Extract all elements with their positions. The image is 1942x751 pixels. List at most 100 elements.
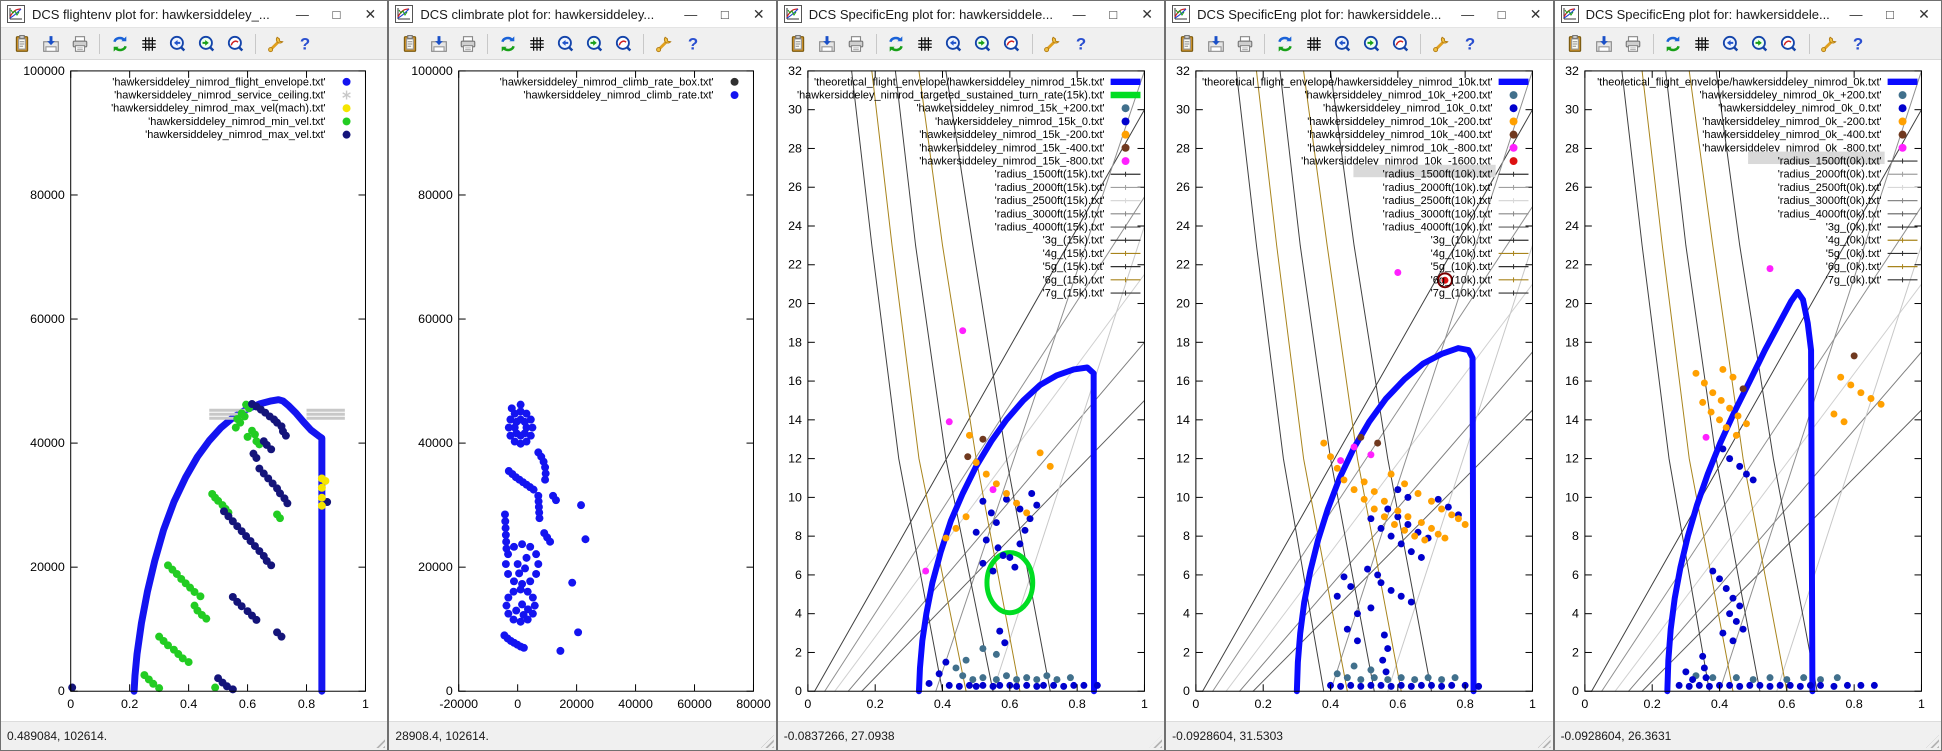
help-icon[interactable]: ? <box>1067 31 1096 57</box>
close-button[interactable]: ✕ <box>1907 2 1941 26</box>
save-icon[interactable] <box>1590 31 1619 57</box>
series-15k_0 <box>1016 506 1023 513</box>
series-0k_-200 <box>1830 411 1837 418</box>
save-icon[interactable] <box>813 31 842 57</box>
copy-icon[interactable] <box>7 31 36 57</box>
copy-icon[interactable] <box>1172 31 1201 57</box>
gnuplot-app-icon <box>395 5 413 23</box>
series-10k_+200 <box>1384 676 1391 683</box>
plot-canvas[interactable]: -200000200004000060000800000200004000060… <box>389 60 775 721</box>
options-icon[interactable] <box>1815 31 1844 57</box>
x-tick-label: 1 <box>1529 697 1536 711</box>
zoom-previous-icon[interactable] <box>940 31 969 57</box>
series-15k_0 <box>1028 490 1035 497</box>
help-icon[interactable]: ? <box>678 31 707 57</box>
options-icon[interactable] <box>649 31 678 57</box>
copy-icon[interactable] <box>395 31 424 57</box>
close-button[interactable]: ✕ <box>1130 2 1164 26</box>
options-icon[interactable] <box>261 31 290 57</box>
grid-icon[interactable] <box>522 31 551 57</box>
series-radius_2500ft <box>1226 284 1532 691</box>
refresh-icon[interactable] <box>1270 31 1299 57</box>
grid-icon[interactable] <box>134 31 163 57</box>
help-icon[interactable]: ? <box>1844 31 1873 57</box>
zoom-icon[interactable] <box>609 31 638 57</box>
minimize-button[interactable]: — <box>285 2 319 26</box>
save-icon[interactable] <box>36 31 65 57</box>
zoom-icon[interactable] <box>1386 31 1415 57</box>
plot-canvas[interactable]: 00.20.40.60.8102468101214161820222426283… <box>1555 60 1941 721</box>
zoom-previous-icon[interactable] <box>551 31 580 57</box>
save-icon[interactable] <box>1201 31 1230 57</box>
grid-icon[interactable] <box>911 31 940 57</box>
legend-label: '6g_(15k).txt' <box>1042 274 1104 286</box>
series-max_vel <box>229 685 237 693</box>
resize-grip[interactable] <box>761 735 774 748</box>
minimize-button[interactable]: — <box>1839 2 1873 26</box>
y-tick-label: 26 <box>788 180 802 194</box>
refresh-icon[interactable] <box>1659 31 1688 57</box>
series-climb_rate <box>513 607 521 615</box>
plot-canvas[interactable]: 00.20.40.60.8102468101214161820222426283… <box>1166 60 1552 721</box>
zoom-previous-icon[interactable] <box>163 31 192 57</box>
zoom-icon[interactable] <box>221 31 250 57</box>
maximize-button[interactable]: □ <box>1485 2 1519 26</box>
print-icon[interactable] <box>1619 31 1648 57</box>
minimize-button[interactable]: — <box>1451 2 1485 26</box>
zoom-next-icon[interactable] <box>1746 31 1775 57</box>
x-tick-label: 0.2 <box>866 697 883 711</box>
series-10k_0 <box>1354 610 1361 617</box>
plot-area: 00.20.40.60.8102468101214161820222426283… <box>1166 60 1552 721</box>
close-button[interactable]: ✕ <box>742 2 776 26</box>
maximize-button[interactable]: □ <box>708 2 742 26</box>
x-tick-label: 0 <box>515 697 522 711</box>
maximize-button[interactable]: □ <box>319 2 353 26</box>
refresh-icon[interactable] <box>493 31 522 57</box>
resize-grip[interactable] <box>372 735 385 748</box>
resize-grip[interactable] <box>1538 735 1551 748</box>
print-icon[interactable] <box>842 31 871 57</box>
resize-grip[interactable] <box>1149 735 1162 748</box>
print-icon[interactable] <box>453 31 482 57</box>
grid-icon[interactable] <box>1688 31 1717 57</box>
close-button[interactable]: ✕ <box>353 2 387 26</box>
zoom-previous-icon[interactable] <box>1328 31 1357 57</box>
series-0k_-200 <box>1699 399 1706 406</box>
plot-canvas[interactable]: 00.20.40.60.8102000040000600008000010000… <box>1 60 387 721</box>
copy-icon[interactable] <box>1561 31 1590 57</box>
x-tick-label: 0 <box>804 697 811 711</box>
maximize-button[interactable]: □ <box>1096 2 1130 26</box>
maximize-button[interactable]: □ <box>1873 2 1907 26</box>
series-10k_-200 <box>1438 506 1445 513</box>
series-0k_0 <box>1806 682 1813 689</box>
series-climb_rate <box>517 618 525 626</box>
zoom-previous-icon[interactable] <box>1717 31 1746 57</box>
zoom-next-icon[interactable] <box>1357 31 1386 57</box>
print-icon[interactable] <box>65 31 94 57</box>
zoom-next-icon[interactable] <box>580 31 609 57</box>
save-icon[interactable] <box>424 31 453 57</box>
print-icon[interactable] <box>1230 31 1259 57</box>
close-button[interactable]: ✕ <box>1519 2 1553 26</box>
grid-icon[interactable] <box>1299 31 1328 57</box>
options-icon[interactable] <box>1038 31 1067 57</box>
zoom-next-icon[interactable] <box>969 31 998 57</box>
resize-grip[interactable] <box>1926 735 1939 748</box>
y-tick-label: 22 <box>788 258 802 272</box>
legend-label: '4g_(15k).txt' <box>1042 248 1104 260</box>
minimize-button[interactable]: — <box>1062 2 1096 26</box>
copy-icon[interactable] <box>784 31 813 57</box>
help-icon[interactable]: ? <box>1455 31 1484 57</box>
series-15k_+200 <box>1053 676 1060 683</box>
plot-canvas[interactable]: 00.20.40.60.8102468101214161820222426283… <box>778 60 1164 721</box>
series-15k_0 <box>1016 540 1023 547</box>
zoom-icon[interactable] <box>998 31 1027 57</box>
help-icon[interactable]: ? <box>290 31 319 57</box>
refresh-icon[interactable] <box>105 31 134 57</box>
zoom-icon[interactable] <box>1775 31 1804 57</box>
refresh-icon[interactable] <box>882 31 911 57</box>
zoom-next-icon[interactable] <box>192 31 221 57</box>
options-icon[interactable] <box>1426 31 1455 57</box>
minimize-button[interactable]: — <box>674 2 708 26</box>
x-tick-label: 0.8 <box>1068 697 1085 711</box>
